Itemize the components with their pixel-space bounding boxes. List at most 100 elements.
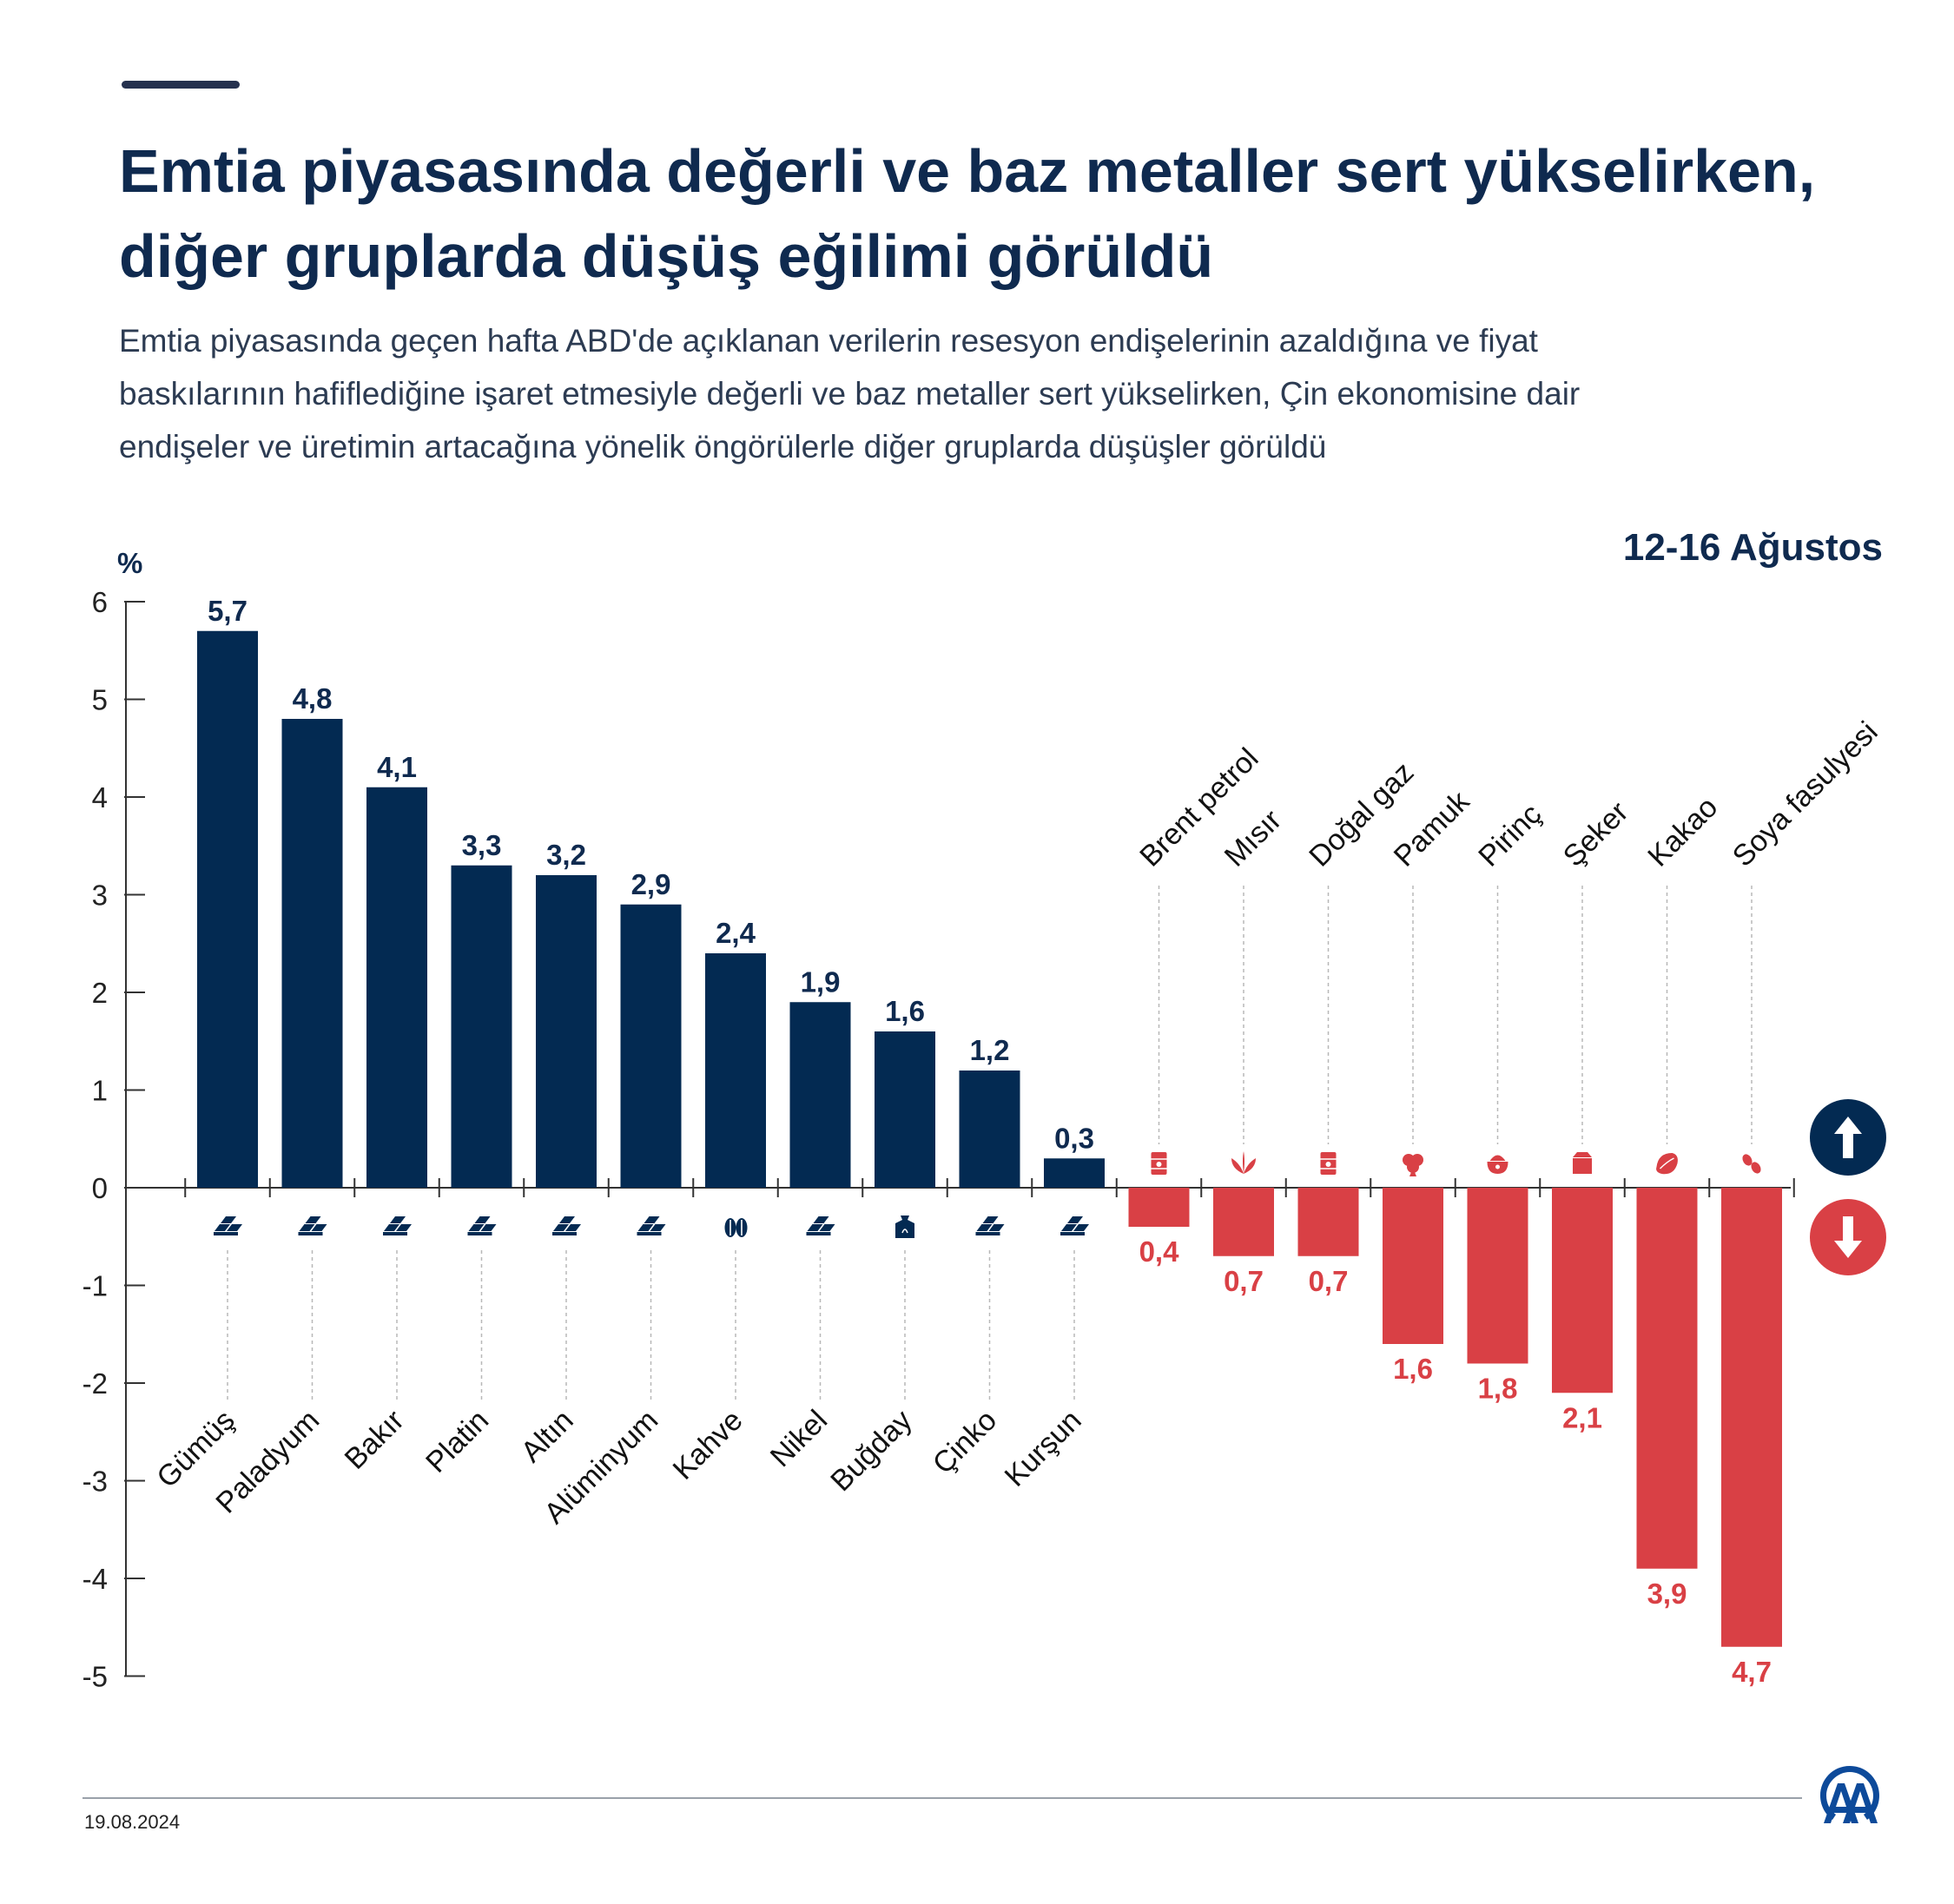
title-line-1: Emtia piyasasında değerli ve baz metalle… bbox=[119, 137, 1816, 205]
data-label: 1,9 bbox=[801, 965, 841, 998]
metal-bars-icon bbox=[552, 1216, 581, 1235]
page-title: Emtia piyasasında değerli ve baz metalle… bbox=[119, 128, 1891, 299]
y-tick-label: -4 bbox=[83, 1563, 108, 1595]
data-label: 0,7 bbox=[1224, 1265, 1264, 1297]
metal-bars-icon bbox=[1060, 1216, 1089, 1235]
bar-11 bbox=[1044, 1158, 1105, 1188]
data-label: 1,8 bbox=[1478, 1373, 1518, 1405]
bar-4 bbox=[451, 865, 512, 1188]
data-label: 1,6 bbox=[1393, 1353, 1433, 1385]
footer-divider bbox=[83, 1797, 1802, 1799]
bar-6 bbox=[620, 904, 682, 1188]
bar-16 bbox=[1467, 1188, 1528, 1364]
corn-leaves-icon bbox=[1231, 1151, 1256, 1174]
category-label: Çinko bbox=[927, 1404, 1003, 1480]
data-label: 3,3 bbox=[462, 829, 502, 861]
metal-bars-icon bbox=[214, 1216, 242, 1235]
category-label: Nikel bbox=[764, 1404, 834, 1473]
direction-legend bbox=[1810, 1099, 1886, 1275]
down-arrow-icon bbox=[1810, 1199, 1886, 1275]
bar-19 bbox=[1721, 1188, 1782, 1647]
data-label: 0,3 bbox=[1054, 1122, 1094, 1154]
bar-5 bbox=[536, 875, 597, 1188]
data-label: 4,1 bbox=[377, 751, 417, 783]
bar-1 bbox=[197, 630, 258, 1188]
bar-9 bbox=[875, 1031, 935, 1188]
y-tick-label: -5 bbox=[83, 1661, 108, 1693]
category-label: Buğday bbox=[824, 1404, 918, 1498]
y-tick-label: 1 bbox=[92, 1075, 108, 1107]
data-label: 2,9 bbox=[631, 868, 671, 900]
y-tick-label: 5 bbox=[92, 684, 108, 716]
category-label: Pirinç bbox=[1472, 798, 1548, 873]
category-label: Mısır bbox=[1218, 803, 1288, 873]
subtitle-line-2: baskılarının hafiflediğine işaret etmesi… bbox=[119, 376, 1581, 412]
y-tick-label: 4 bbox=[92, 781, 108, 814]
period-label: 12-16 Ağustos bbox=[1623, 526, 1883, 569]
metal-bars-icon bbox=[467, 1216, 497, 1235]
bar-7 bbox=[705, 953, 766, 1188]
title-line-2: diğer gruplarda düşüş eğilimi görüldü bbox=[119, 222, 1214, 290]
chart-axes: 6 5 4 3 2 1 0 -1 -2 -3 -4 -5 bbox=[83, 586, 1795, 1693]
footer-date: 19.08.2024 bbox=[84, 1811, 181, 1833]
metal-bars-icon bbox=[298, 1216, 327, 1235]
bar-14 bbox=[1297, 1188, 1359, 1256]
gas-barrel-icon bbox=[1320, 1152, 1337, 1175]
chart-marks: 5,7Gümüş4,8Paladyum4,1Bakır3,3Platin3,2A… bbox=[150, 595, 1884, 1688]
data-label: 2,4 bbox=[716, 917, 756, 949]
up-arrow-icon bbox=[1810, 1099, 1886, 1176]
data-label: 3,2 bbox=[546, 839, 586, 871]
rice-bowl-icon bbox=[1487, 1155, 1508, 1174]
data-label: 1,2 bbox=[970, 1034, 1010, 1066]
bar-10 bbox=[959, 1071, 1020, 1188]
category-label: Şeker bbox=[1557, 795, 1635, 873]
category-label: Bakır bbox=[339, 1404, 411, 1476]
category-label: Kurşun bbox=[999, 1404, 1088, 1493]
data-label: 4,8 bbox=[293, 682, 333, 715]
oil-barrel-icon bbox=[1151, 1152, 1167, 1175]
sugar-box-icon bbox=[1573, 1152, 1592, 1174]
metal-bars-icon bbox=[637, 1216, 666, 1235]
bar-18 bbox=[1636, 1188, 1698, 1569]
data-label: 0,4 bbox=[1139, 1235, 1180, 1268]
grain-sack-icon bbox=[895, 1216, 914, 1238]
category-label: Kakao bbox=[1641, 791, 1724, 873]
metal-bars-icon bbox=[383, 1216, 412, 1235]
data-label: 5,7 bbox=[208, 595, 248, 627]
subtitle-line-3: endişeler ve üretimin artacağına yönelik… bbox=[119, 429, 1327, 464]
category-label: Kahve bbox=[667, 1404, 749, 1486]
data-label: 0,7 bbox=[1309, 1265, 1349, 1297]
data-label: 3,9 bbox=[1647, 1578, 1687, 1610]
data-label: 1,6 bbox=[885, 995, 925, 1027]
top-accent-rule bbox=[122, 81, 240, 89]
aa-logo-icon bbox=[1820, 1766, 1879, 1823]
bar-2 bbox=[281, 719, 343, 1188]
cotton-icon bbox=[1403, 1154, 1423, 1176]
cocoa-icon bbox=[1656, 1153, 1678, 1175]
y-axis-unit-label: % bbox=[117, 547, 142, 579]
bar-13 bbox=[1213, 1188, 1274, 1256]
coffee-beans-icon bbox=[724, 1218, 748, 1237]
y-tick-label: 2 bbox=[92, 977, 108, 1009]
page-subtitle: Emtia piyasasında geçen hafta ABD'de açı… bbox=[119, 314, 1891, 473]
category-label: Altın bbox=[515, 1404, 580, 1469]
category-label: Soya fasulyesi bbox=[1726, 715, 1885, 873]
metal-bars-icon bbox=[975, 1216, 1005, 1235]
bar-12 bbox=[1128, 1188, 1190, 1227]
category-label: Platin bbox=[419, 1404, 495, 1479]
subtitle-line-1: Emtia piyasasında geçen hafta ABD'de açı… bbox=[119, 323, 1538, 359]
metal-bars-icon bbox=[806, 1216, 835, 1235]
data-label: 2,1 bbox=[1562, 1401, 1602, 1433]
soybean-icon bbox=[1742, 1154, 1761, 1174]
y-tick-label: -2 bbox=[83, 1367, 108, 1400]
y-tick-label: 0 bbox=[92, 1172, 108, 1204]
bar-17 bbox=[1552, 1188, 1613, 1393]
bar-3 bbox=[366, 787, 427, 1188]
bar-15 bbox=[1383, 1188, 1443, 1344]
y-tick-label: 6 bbox=[92, 586, 108, 618]
y-tick-label: -1 bbox=[83, 1270, 108, 1302]
y-tick-label: -3 bbox=[83, 1466, 108, 1498]
y-tick-label: 3 bbox=[92, 880, 108, 912]
data-label: 4,7 bbox=[1732, 1656, 1772, 1688]
